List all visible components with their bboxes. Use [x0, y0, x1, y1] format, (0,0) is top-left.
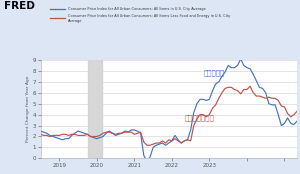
- Text: Consumer Price Index for All Urban Consumers: All Items in U.S. City Average: Consumer Price Index for All Urban Consu…: [68, 7, 205, 11]
- Text: Consumer Price Index for All Urban Consumers: All Items Less Food and Energy in : Consumer Price Index for All Urban Consu…: [68, 14, 230, 23]
- Text: FRED: FRED: [4, 1, 34, 11]
- Text: 消費者物価: 消費者物価: [203, 69, 224, 76]
- Bar: [88, 60, 102, 158]
- Text: ╱╱: ╱╱: [28, 2, 34, 8]
- Y-axis label: Percent Change from Year Ago: Percent Change from Year Ago: [26, 76, 30, 142]
- Text: 消費者物価コア: 消費者物価コア: [184, 114, 214, 121]
